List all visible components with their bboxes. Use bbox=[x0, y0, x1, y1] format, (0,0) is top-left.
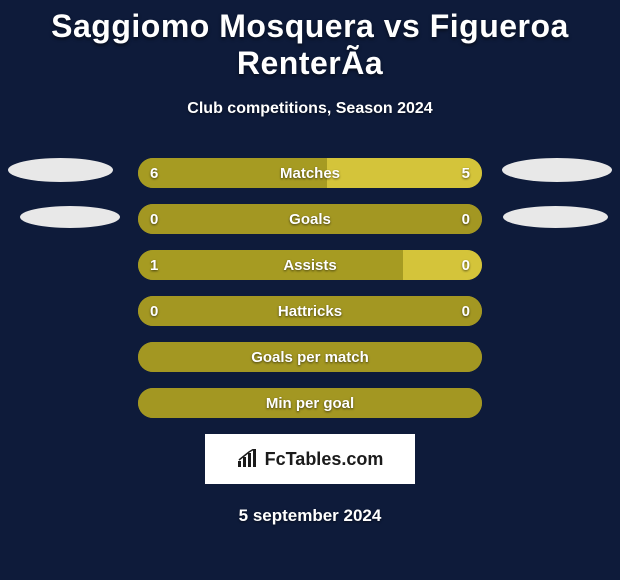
stat-row: Goals per match bbox=[138, 342, 482, 372]
value-right: 0 bbox=[462, 250, 470, 280]
stat-row: Min per goal bbox=[138, 388, 482, 418]
value-left: 0 bbox=[150, 204, 158, 234]
comparison-chart: Matches65Goals00Assists10Hattricks00Goal… bbox=[0, 158, 620, 418]
stat-label: Hattricks bbox=[138, 296, 482, 326]
stat-label: Matches bbox=[138, 158, 482, 188]
stat-row: Hattricks0 0 bbox=[138, 296, 482, 326]
stat-label: Min per goal bbox=[138, 388, 482, 418]
stat-rows: Matches65Goals00Assists10Hattricks00Goal… bbox=[138, 158, 482, 418]
brand-text: FcTables.com bbox=[265, 449, 384, 470]
player-right-placeholder-2 bbox=[503, 206, 608, 228]
stat-row: Matches6 5 bbox=[138, 158, 482, 188]
player-left-placeholder-2 bbox=[20, 206, 120, 228]
stat-label: Goals bbox=[138, 204, 482, 234]
player-right-placeholder-1 bbox=[502, 158, 612, 182]
player-left-placeholder-1 bbox=[8, 158, 113, 182]
brand-chart-icon bbox=[237, 449, 259, 469]
stat-row: Goals0 0 bbox=[138, 204, 482, 234]
value-left: 6 bbox=[150, 158, 158, 188]
page-title: Saggiomo Mosquera vs Figueroa RenterÃ­a bbox=[0, 0, 620, 82]
value-right: 0 bbox=[462, 204, 470, 234]
stat-row: Assists1 0 bbox=[138, 250, 482, 280]
stat-label: Goals per match bbox=[138, 342, 482, 372]
value-left: 1 bbox=[150, 250, 158, 280]
subtitle: Club competitions, Season 2024 bbox=[0, 100, 620, 118]
value-right: 0 bbox=[462, 296, 470, 326]
brand-badge: FcTables.com bbox=[205, 434, 415, 484]
value-left: 0 bbox=[150, 296, 158, 326]
stat-label: Assists bbox=[138, 250, 482, 280]
value-right: 5 bbox=[462, 158, 470, 188]
date-text: 5 september 2024 bbox=[0, 506, 620, 526]
